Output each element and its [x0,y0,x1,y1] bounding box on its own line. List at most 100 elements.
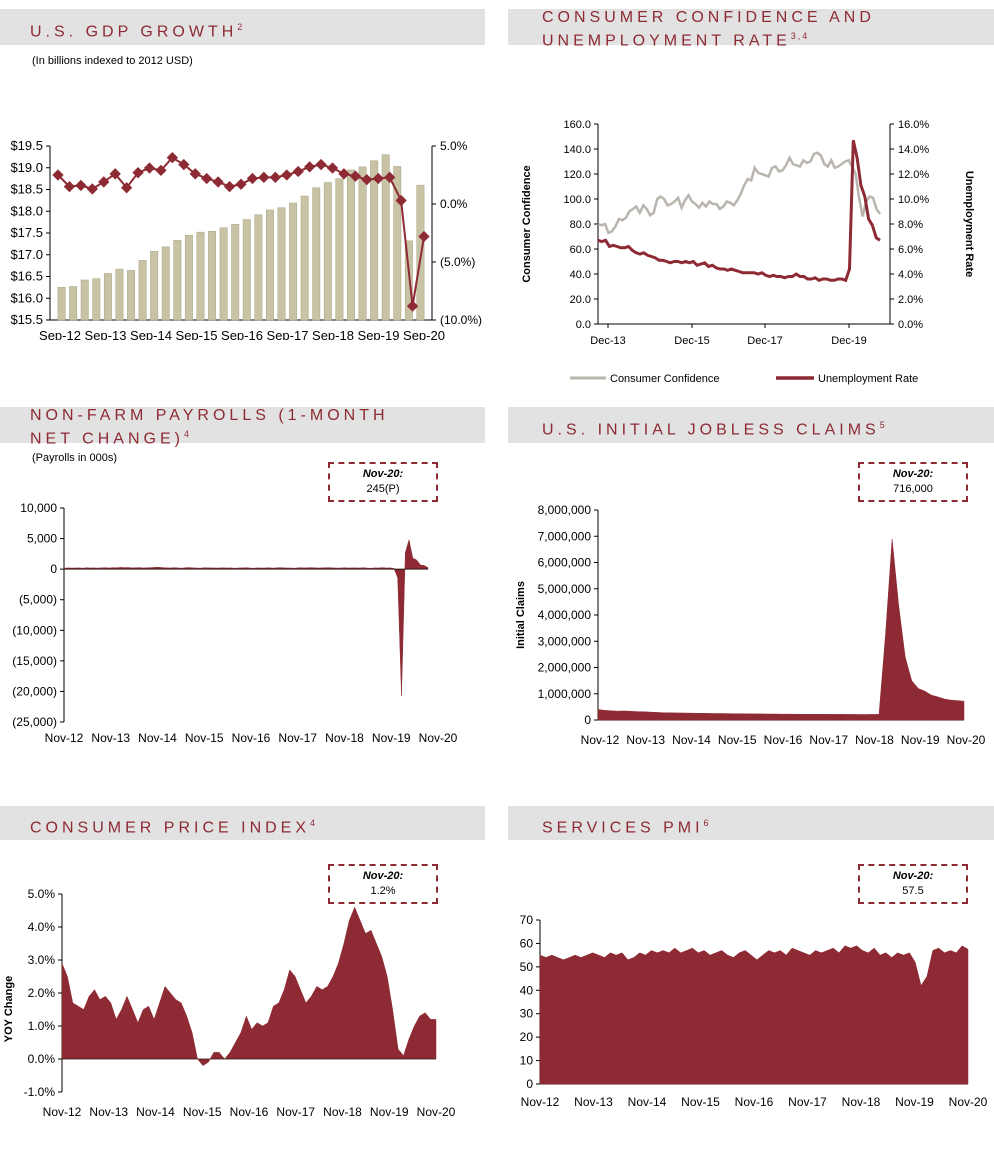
conf-ytick-label: 80.0 [570,219,591,231]
pmi-ytick-label: 70 [520,913,534,927]
job-xtick-label: Nov-17 [809,733,848,747]
gdp-bar [161,246,170,321]
confidence-title-line2: UNEMPLOYMENT RATE [542,32,791,50]
conf-ytick-label: 0.0 [576,319,591,331]
pay-ytick-label: 10,000 [20,501,57,515]
job-xtick-label: Nov-18 [855,733,894,747]
conf-xtick-label: Dec-15 [674,335,709,347]
gdp-growth-point [326,162,339,174]
pmi-ytick-label: 40 [520,983,534,997]
conf-ytick-right-label: 16.0% [898,119,929,131]
cpi-xtick-label: Nov-15 [183,1105,222,1119]
gdp-growth-point [201,172,213,185]
gdp-bar [150,251,159,321]
pmi-xtick-label: Nov-17 [788,1095,827,1109]
cpi-ytick-label: 2.0% [28,986,56,1000]
jobless-callout: Nov-20: 716,000 [858,462,968,502]
payrolls-header: NON-FARM PAYROLLS (1-MONTH NET CHANGE)4 [0,407,485,447]
conf-ytick-label: 20.0 [570,294,591,306]
conf-ytick-label: 100.0 [563,194,591,206]
job-xtick-label: Nov-14 [672,733,711,747]
gdp-ytick-label: $17.5 [10,225,43,240]
gdp-ytick-label: $18.0 [10,203,43,218]
cpi-xtick-label: Nov-20 [417,1105,456,1119]
pmi-ytick-label: 50 [520,960,534,974]
cpi-xtick-label: Nov-17 [276,1105,315,1119]
conf-xtick-label: Dec-19 [831,335,866,347]
gdp-growth-point [292,165,304,178]
gdp-xtick-label: Sep-15 [176,328,218,340]
gdp-bar [242,219,251,321]
cpi-ytick-label: 3.0% [28,953,56,967]
cpi-note: 4 [310,818,318,828]
gdp-growth-point [235,178,247,190]
pmi-xtick-label: Nov-13 [574,1095,613,1109]
gdp-bar [289,202,298,321]
pay-ytick-label: 0 [50,562,57,576]
job-xtick-label: Nov-12 [581,733,620,747]
gdp-ytick-label: $17.0 [10,247,43,262]
gdp-growth-point [75,179,87,192]
jobless-note: 5 [879,420,887,430]
conf-legend-unemployment: Unemployment Rate [818,373,918,385]
conf-ytick-label: 60.0 [570,244,591,256]
cpi-callout: Nov-20: 1.2% [328,864,438,904]
gdp-ytick-label: $15.5 [10,312,43,327]
pmi-xtick-label: Nov-14 [628,1095,667,1109]
conf-ytick-right-label: 10.0% [898,194,929,206]
cpi-callout-value: 1.2% [370,885,396,897]
pmi-ytick-label: 60 [520,936,534,950]
gdp-bar [381,154,390,321]
cpi-xtick-label: Nov-12 [43,1105,82,1119]
job-ylabel: Initial Claims [515,581,527,649]
job-xtick-label: Nov-19 [901,733,940,747]
job-ytick-label: 4,000,000 [538,608,592,622]
pay-area [63,539,429,696]
pay-ytick-label: (10,000) [12,623,57,637]
gdp-growth-point [132,167,144,179]
conf-consumer-confidence-line [597,151,882,235]
pmi-ytick-label: 10 [520,1054,534,1068]
cpi-xtick-label: Nov-19 [370,1105,409,1119]
conf-ytick-right-label: 12.0% [898,169,929,181]
gdp-ytick-right-label: (10.0%) [440,313,482,327]
pmi-ytick-label: 30 [520,1007,534,1021]
gdp-xtick-label: Sep-16 [221,328,263,340]
pmi-xtick-label: Nov-20 [949,1095,988,1109]
job-ytick-label: 3,000,000 [538,634,592,648]
gdp-bar [138,260,147,321]
gdp-bar [173,240,182,321]
pmi-title: SERVICES PMI [542,819,704,837]
gdp-bar [231,224,240,321]
payrolls-callout-value: 245(P) [366,483,400,495]
pmi-note: 6 [703,818,711,828]
gdp-growth-point [281,169,293,181]
conf-ytick-label: 40.0 [570,269,591,281]
jobless-chart: 0 1,000,000 2,000,000 3,000,000 4,000,000 5,0… [515,503,986,747]
gdp-growth-point [212,176,224,188]
pay-ytick-label: (15,000) [12,654,57,668]
gdp-title: U.S. GDP GROWTH [30,23,238,41]
pmi-ytick-label: 20 [520,1030,534,1044]
pay-xtick-label: Nov-16 [232,731,271,745]
conf-unemployment-line [597,139,881,283]
pmi-xtick-label: Nov-16 [735,1095,774,1109]
gdp-bar [393,166,402,321]
cpi-xtick-label: Nov-13 [89,1105,128,1119]
gdp-growth-point [143,162,156,174]
gdp-bar [69,286,78,321]
gdp-xtick-label: Sep-13 [85,328,127,340]
gdp-growth-point [395,194,407,207]
conf-xtick-label: Dec-13 [590,335,625,347]
payrolls-subtitle: (Payrolls in 000s) [32,452,117,464]
gdp-growth-point [166,151,179,164]
pay-xtick-label: Nov-14 [138,731,177,745]
job-xtick-label: Nov-20 [947,733,986,747]
pay-xtick-label: Nov-12 [45,731,84,745]
confidence-title-line1: CONSUMER CONFIDENCE AND [542,9,875,26]
job-ytick-label: 5,000,000 [538,582,592,596]
cpi-ytick-label: -1.0% [24,1085,56,1099]
conf-ytick-right-label: 8.0% [898,219,923,231]
pmi-chart: 0 10 20 30 40 50 60 70 Nov-12 Nov-13 Nov-14 Nov-15 N… [520,913,988,1109]
gdp-bar [57,287,66,321]
